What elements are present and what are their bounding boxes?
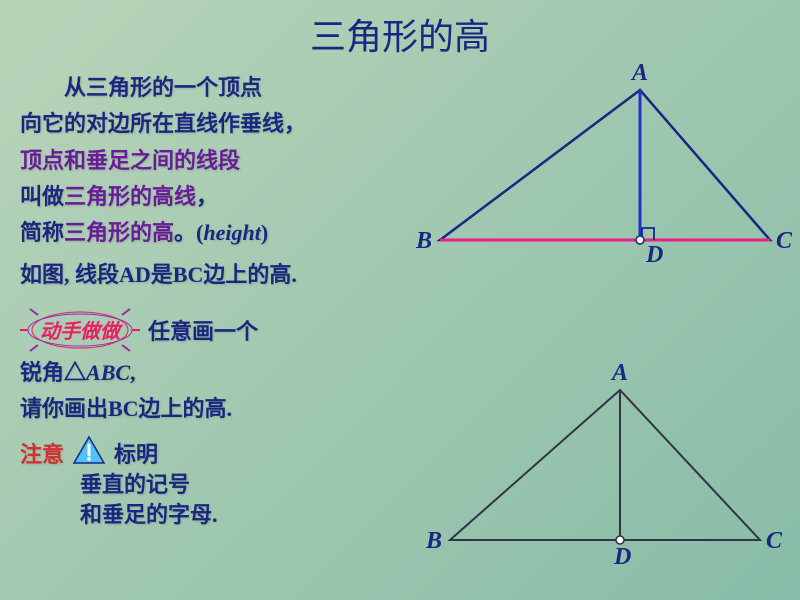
triangle-top-svg — [410, 70, 790, 270]
page-title: 三角形的高 — [0, 0, 800, 60]
para-line-2: 向它的对边所在直线作垂线， — [20, 106, 400, 142]
t5a: 简称 — [20, 220, 64, 245]
activity-label: 动手做做 — [40, 315, 120, 344]
t5b: 三角形的高 — [64, 220, 174, 245]
task-line: 请你画出BC边上的高. — [20, 391, 400, 427]
note-detail-1: 垂直的记号 — [80, 470, 400, 500]
acute-c: , — [130, 360, 136, 385]
note-detail-2: 和垂足的字母. — [80, 500, 400, 530]
diagram-top: A B C D — [410, 70, 790, 270]
t4a: 叫做 — [20, 184, 64, 209]
acute-a: 锐角△ — [20, 360, 86, 385]
t4c: ， — [196, 184, 218, 209]
t4b: 三角形的高线 — [64, 184, 196, 209]
note-label: 注意 — [20, 437, 64, 469]
acute-b: ABC — [86, 360, 130, 385]
t5c: 。( — [174, 220, 203, 245]
activity-row: 动手做做 任意画一个 — [20, 305, 400, 355]
para-line-1: 从三角形的一个顶点 — [20, 70, 400, 106]
text-column: 从三角形的一个顶点 向它的对边所在直线作垂线， 顶点和垂足之间的线段 叫做三角形… — [20, 70, 400, 530]
note-row: 注意 标明 — [20, 435, 400, 470]
t5e: ) — [261, 220, 268, 245]
para-line-3: 顶点和垂足之间的线段 — [20, 143, 400, 179]
warning-icon — [72, 435, 106, 470]
note-after: 标明 — [114, 437, 158, 469]
triangle-bottom-svg — [410, 370, 790, 570]
t5d: height — [203, 220, 260, 245]
activity-badge: 动手做做 — [20, 305, 140, 355]
example-text: 如图, 线段AD是BC边上的高. — [20, 257, 400, 292]
acute-line: 锐角△ABC, — [20, 355, 400, 391]
para-line-5: 简称三角形的高。(height) — [20, 215, 400, 251]
diagram-bottom: A B C D — [410, 370, 790, 570]
para-line-4: 叫做三角形的高线， — [20, 179, 400, 215]
activity-after: 任意画一个 — [148, 314, 258, 346]
